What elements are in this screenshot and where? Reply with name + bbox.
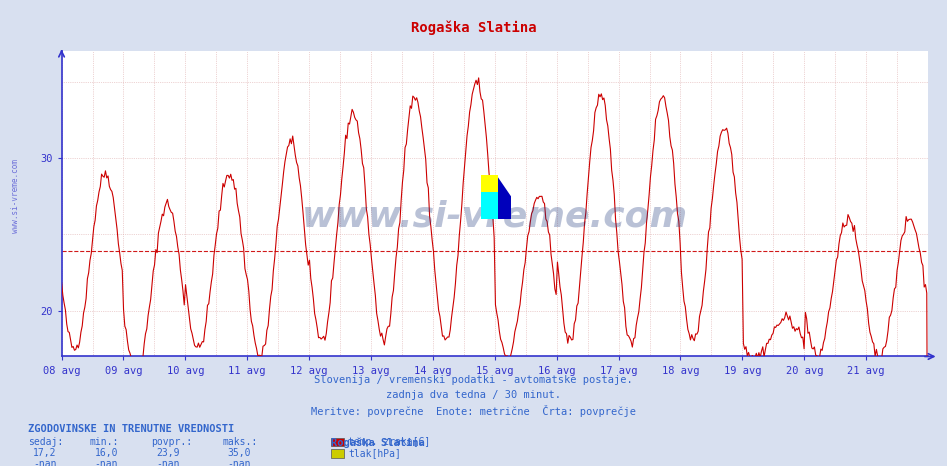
Text: www.si-vreme.com: www.si-vreme.com xyxy=(11,159,21,233)
Text: min.:: min.: xyxy=(90,437,119,447)
Text: zadnja dva tedna / 30 minut.: zadnja dva tedna / 30 minut. xyxy=(386,390,561,400)
Polygon shape xyxy=(481,175,498,201)
Text: -nan: -nan xyxy=(33,459,57,466)
Text: -nan: -nan xyxy=(156,459,180,466)
Text: tlak[hPa]: tlak[hPa] xyxy=(348,448,402,459)
Text: -nan: -nan xyxy=(227,459,251,466)
Text: 23,9: 23,9 xyxy=(156,448,180,458)
Text: povpr.:: povpr.: xyxy=(152,437,192,447)
Text: Rogaška Slatina: Rogaška Slatina xyxy=(411,21,536,35)
Text: sedaj:: sedaj: xyxy=(28,437,63,447)
Text: 16,0: 16,0 xyxy=(95,448,118,458)
Text: 17,2: 17,2 xyxy=(33,448,57,458)
Polygon shape xyxy=(481,175,511,219)
Text: maks.:: maks.: xyxy=(223,437,258,447)
Text: ZGODOVINSKE IN TRENUTNE VREDNOSTI: ZGODOVINSKE IN TRENUTNE VREDNOSTI xyxy=(28,424,235,434)
Text: -nan: -nan xyxy=(95,459,118,466)
Polygon shape xyxy=(481,192,498,219)
Text: Slovenija / vremenski podatki - avtomatske postaje.: Slovenija / vremenski podatki - avtomats… xyxy=(314,375,633,385)
Text: Meritve: povprečne  Enote: metrične  Črta: povprečje: Meritve: povprečne Enote: metrične Črta:… xyxy=(311,405,636,417)
Text: Rogaška Slatina: Rogaška Slatina xyxy=(331,437,425,448)
Text: www.si-vreme.com: www.si-vreme.com xyxy=(302,199,688,233)
Text: temp. zraka[C]: temp. zraka[C] xyxy=(348,437,431,447)
Text: 35,0: 35,0 xyxy=(227,448,251,458)
